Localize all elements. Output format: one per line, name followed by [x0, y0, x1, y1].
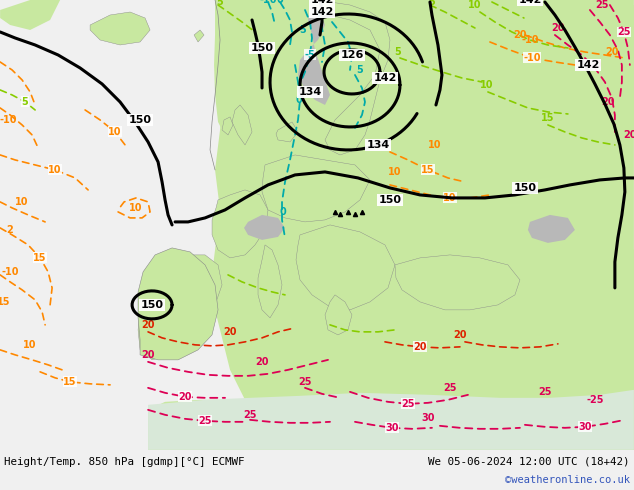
Text: 10: 10	[480, 80, 494, 90]
Text: 142: 142	[310, 0, 333, 5]
Text: 30: 30	[578, 422, 592, 432]
Polygon shape	[365, 0, 634, 450]
Polygon shape	[222, 117, 233, 135]
Text: 0: 0	[280, 207, 287, 217]
Text: 10: 10	[48, 165, 62, 175]
Text: 20: 20	[588, 60, 602, 70]
Polygon shape	[148, 390, 634, 450]
Text: 20: 20	[605, 47, 619, 57]
Text: 20: 20	[141, 350, 155, 360]
Text: 15: 15	[541, 113, 555, 123]
Polygon shape	[244, 215, 285, 240]
Polygon shape	[138, 248, 218, 360]
Text: 0: 0	[276, 0, 283, 5]
Text: 10: 10	[388, 167, 402, 177]
Polygon shape	[310, 2, 390, 155]
Text: 20: 20	[623, 130, 634, 140]
Text: 15: 15	[0, 297, 11, 307]
Text: 5: 5	[22, 97, 29, 107]
Text: 20: 20	[551, 23, 565, 33]
Text: 30: 30	[385, 423, 399, 433]
Text: 5: 5	[429, 0, 436, 7]
Text: 10: 10	[428, 140, 442, 150]
Text: 15: 15	[421, 165, 435, 175]
Polygon shape	[90, 12, 150, 45]
Text: -10: -10	[259, 0, 277, 5]
Text: 5: 5	[394, 47, 401, 57]
Text: 134: 134	[299, 87, 321, 97]
Text: -10: -10	[523, 53, 541, 63]
Text: 150: 150	[141, 300, 164, 310]
Text: -10: -10	[0, 115, 17, 125]
Text: 10: 10	[15, 197, 29, 207]
Polygon shape	[276, 122, 298, 142]
Text: 20: 20	[141, 320, 155, 330]
Text: 25: 25	[617, 27, 631, 37]
Text: 5: 5	[217, 0, 223, 7]
Text: 20: 20	[513, 30, 527, 40]
Text: -5: -5	[297, 25, 307, 35]
Text: -10: -10	[1, 267, 19, 277]
Polygon shape	[258, 245, 282, 318]
Text: 142: 142	[576, 60, 600, 70]
Text: 25: 25	[298, 377, 312, 387]
Text: 10: 10	[443, 193, 456, 203]
Polygon shape	[214, 0, 390, 405]
Polygon shape	[528, 215, 575, 243]
Polygon shape	[138, 255, 222, 360]
Text: 20: 20	[178, 392, 192, 402]
Polygon shape	[298, 5, 330, 105]
Text: -5: -5	[304, 50, 315, 60]
Text: 20: 20	[601, 97, 614, 107]
Text: 150: 150	[378, 195, 401, 205]
Text: 25: 25	[443, 383, 456, 393]
Text: -10: -10	[521, 35, 539, 45]
Polygon shape	[325, 295, 352, 335]
Polygon shape	[212, 190, 268, 258]
Text: 150: 150	[129, 115, 152, 125]
Text: 20: 20	[453, 330, 467, 340]
Text: 142: 142	[373, 73, 397, 83]
Polygon shape	[194, 30, 204, 42]
Text: 10: 10	[129, 203, 143, 213]
Text: Height/Temp. 850 hPa [gdmp][°C] ECMWF: Height/Temp. 850 hPa [gdmp][°C] ECMWF	[4, 457, 245, 467]
Text: 5: 5	[356, 65, 363, 75]
Text: 25: 25	[401, 399, 415, 409]
Text: 134: 134	[366, 140, 390, 150]
Text: 20: 20	[256, 357, 269, 367]
Polygon shape	[210, 0, 634, 450]
Polygon shape	[262, 155, 370, 222]
Polygon shape	[0, 0, 60, 30]
Polygon shape	[395, 255, 520, 310]
Text: 126: 126	[340, 50, 364, 60]
Text: 142: 142	[518, 0, 541, 5]
Text: 150: 150	[250, 43, 273, 53]
Text: 25: 25	[538, 387, 552, 397]
Text: 30: 30	[421, 413, 435, 423]
Text: -25: -25	[586, 395, 604, 405]
Text: 0: 0	[295, 95, 302, 105]
Polygon shape	[232, 105, 252, 145]
Text: 25: 25	[595, 0, 609, 10]
Text: 20: 20	[413, 342, 427, 352]
Text: 10: 10	[108, 127, 122, 137]
Text: ©weatheronline.co.uk: ©weatheronline.co.uk	[505, 475, 630, 485]
Text: 10: 10	[468, 0, 482, 10]
Text: We 05-06-2024 12:00 UTC (18+42): We 05-06-2024 12:00 UTC (18+42)	[429, 457, 630, 467]
Polygon shape	[148, 390, 634, 450]
Text: 2: 2	[7, 225, 13, 235]
Text: 20: 20	[223, 327, 236, 337]
Text: 10: 10	[23, 340, 37, 350]
Text: 25: 25	[243, 410, 257, 420]
Text: 25: 25	[198, 416, 212, 426]
Text: 150: 150	[514, 183, 536, 193]
Text: 15: 15	[34, 253, 47, 263]
Text: 15: 15	[63, 377, 77, 387]
Polygon shape	[296, 225, 395, 310]
Text: 142: 142	[310, 7, 333, 17]
